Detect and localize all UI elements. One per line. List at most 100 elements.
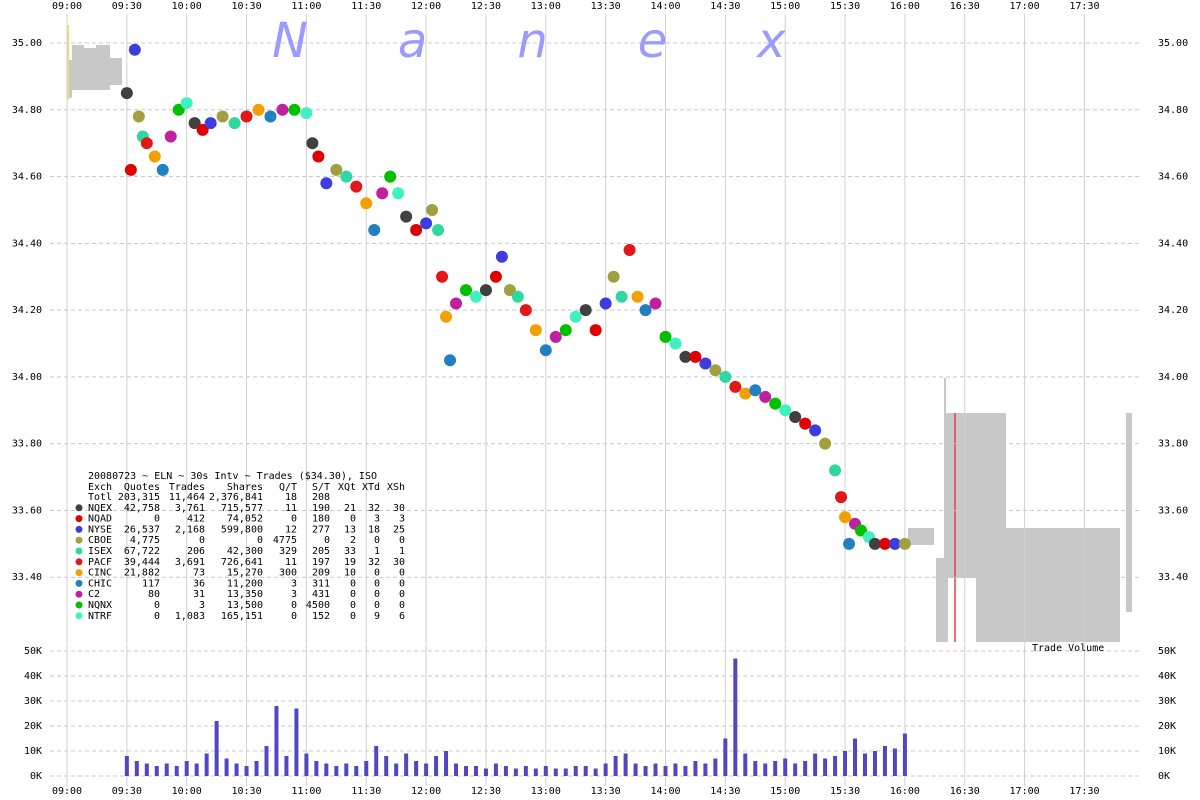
legend-cell: 165,151 xyxy=(221,611,263,622)
y-tick-label: 35.00 xyxy=(12,38,42,49)
legend-cell: 431 xyxy=(312,589,330,600)
legend-cell: 21 xyxy=(344,503,356,514)
legend-cell: 311 xyxy=(312,578,330,589)
trade-point xyxy=(789,410,802,423)
volume-bar xyxy=(663,766,668,776)
legend-cell: 0 xyxy=(374,535,380,546)
trade-point xyxy=(252,103,265,116)
volume-bar xyxy=(793,763,798,776)
x-tick-label: 12:00 xyxy=(411,1,441,12)
x-tick-label: 12:00 xyxy=(411,786,441,797)
trade-point xyxy=(489,270,502,283)
trade-point xyxy=(436,270,449,283)
y-tick-label: 34.40 xyxy=(1158,238,1188,249)
trade-point xyxy=(479,284,492,297)
legend-cell: 197 xyxy=(312,557,330,568)
x-tick-label: 10:00 xyxy=(172,786,202,797)
x-tick-label: 17:30 xyxy=(1069,786,1099,797)
trade-point xyxy=(376,187,389,200)
trade-point xyxy=(124,163,137,176)
legend-cell: 1 xyxy=(399,546,405,557)
legend-cell: 13,350 xyxy=(227,589,263,600)
y-tick-label: 33.80 xyxy=(12,439,42,450)
y-tick-label: 50K xyxy=(1158,646,1176,657)
y-tick-label: 30K xyxy=(24,696,42,707)
legend-cell: 74,052 xyxy=(227,514,263,525)
x-tick-label: 11:30 xyxy=(351,1,381,12)
volume-bar xyxy=(424,763,429,776)
y-tick-label: 34.80 xyxy=(12,105,42,116)
trade-point xyxy=(749,384,762,397)
volume-bar xyxy=(603,763,608,776)
legend-cell: 205 xyxy=(312,546,330,557)
trade-point xyxy=(140,137,153,150)
x-tick-label: 10:30 xyxy=(231,786,261,797)
x-tick-label: 12:30 xyxy=(471,786,501,797)
y-tick-label: 34.20 xyxy=(12,305,42,316)
y-tick-label: 34.60 xyxy=(1158,172,1188,183)
legend-marker xyxy=(75,612,83,620)
legend-cell: CHIC xyxy=(88,578,112,589)
volume-bar xyxy=(763,763,768,776)
trade-point xyxy=(699,357,712,370)
trade-point xyxy=(579,304,592,317)
trade-point xyxy=(340,170,353,183)
volume-bar xyxy=(384,756,389,776)
y-tick-label: 20K xyxy=(1158,721,1176,732)
y-tick-label: 40K xyxy=(24,671,42,682)
legend-cell: ISEX xyxy=(88,546,112,557)
legend-cell: 4775 xyxy=(273,535,297,546)
trade-point xyxy=(216,110,229,123)
trade-point xyxy=(559,324,572,337)
trade-point xyxy=(719,370,732,383)
trade-point xyxy=(460,284,472,297)
legend-cell: 2 xyxy=(350,535,356,546)
legend-marker xyxy=(75,515,83,523)
legend-cell: 3,761 xyxy=(175,503,205,514)
x-tick-label: 13:30 xyxy=(591,1,621,12)
volume-bar xyxy=(214,721,219,776)
trade-point xyxy=(360,197,373,210)
volume-bar xyxy=(593,768,598,776)
legend-cell: NYSE xyxy=(88,524,112,535)
legend-header: Q/T xyxy=(279,482,297,493)
x-tick-label: 13:00 xyxy=(531,786,561,797)
y-tick-label: 34.80 xyxy=(1158,105,1188,116)
trade-point xyxy=(549,330,562,343)
legend-cell: 42,758 xyxy=(124,503,160,514)
volume-bar xyxy=(902,733,907,776)
legend-cell: 0 xyxy=(154,600,160,611)
trade-point xyxy=(288,103,301,116)
volume-bar xyxy=(334,766,339,776)
volume-bar xyxy=(803,761,808,776)
trade-point xyxy=(631,290,644,303)
legend-cell: 0 xyxy=(350,578,356,589)
trade-point xyxy=(240,110,253,123)
volume-bar xyxy=(813,753,818,776)
trade-point xyxy=(432,224,445,236)
trade-point xyxy=(276,103,289,116)
legend-cell: 2,376,841 xyxy=(209,492,263,503)
volume-bar xyxy=(563,768,568,776)
legend-header: Exch xyxy=(88,482,112,493)
volume-bar xyxy=(324,763,329,776)
legend-cell: Totl xyxy=(88,492,112,503)
legend-cell: 26,537 xyxy=(124,524,160,535)
trade-point xyxy=(469,290,482,303)
volume-bar xyxy=(154,766,159,776)
legend-cell: 32 xyxy=(368,557,380,568)
legend-header: XQt xyxy=(338,482,356,493)
legend-cell: 0 xyxy=(399,535,405,546)
trade-point xyxy=(868,537,881,550)
trade-point xyxy=(799,417,812,430)
legend-cell: 18 xyxy=(368,524,380,535)
volume-bar xyxy=(134,761,139,776)
trade-point xyxy=(420,217,433,230)
legend-cell: 0 xyxy=(350,611,356,622)
trade-point xyxy=(204,117,217,130)
trade-point xyxy=(495,250,508,263)
y-tick-label: 33.40 xyxy=(12,572,42,583)
legend-cell: 0 xyxy=(257,535,263,546)
volume-bar xyxy=(743,753,748,776)
trade-point xyxy=(120,87,133,100)
